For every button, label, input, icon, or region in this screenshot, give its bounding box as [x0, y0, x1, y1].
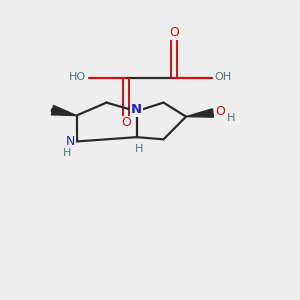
Text: O: O: [215, 105, 225, 118]
Text: H: H: [135, 144, 143, 154]
Text: O: O: [169, 26, 179, 40]
Polygon shape: [186, 109, 214, 117]
Text: HO: HO: [69, 71, 86, 82]
Text: O: O: [121, 116, 131, 130]
Text: N: N: [66, 135, 75, 148]
Polygon shape: [51, 106, 76, 116]
Text: H: H: [226, 113, 235, 123]
Text: OH: OH: [214, 71, 231, 82]
Text: N: N: [131, 103, 142, 116]
Text: H: H: [63, 148, 71, 158]
